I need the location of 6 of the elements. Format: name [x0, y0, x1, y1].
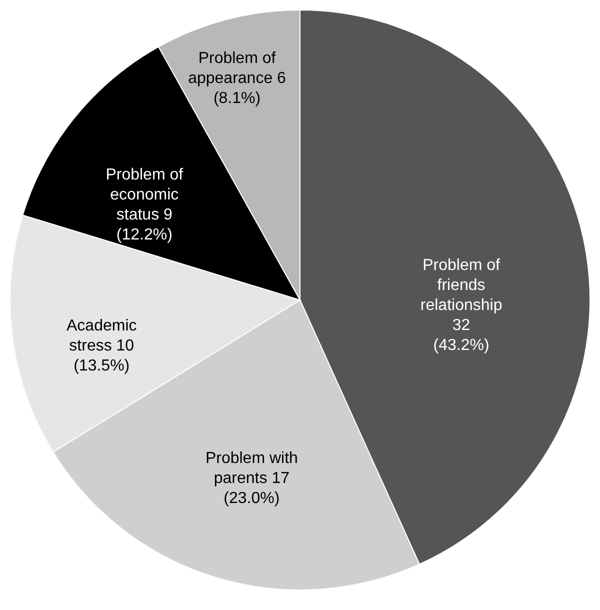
- slice-label: Problem of friends relationship: [420, 257, 502, 314]
- slice-label: Academic stress 10 (13.5%): [66, 317, 137, 374]
- data-label: 32 (43.2%): [433, 317, 490, 354]
- slice-label: Problem with parents 17 (23.0%): [205, 450, 298, 507]
- slice-label: Problem of economic status 9 (12.2%): [106, 166, 184, 244]
- slice-label: Problem of appearance 6 (8.1%): [188, 50, 286, 108]
